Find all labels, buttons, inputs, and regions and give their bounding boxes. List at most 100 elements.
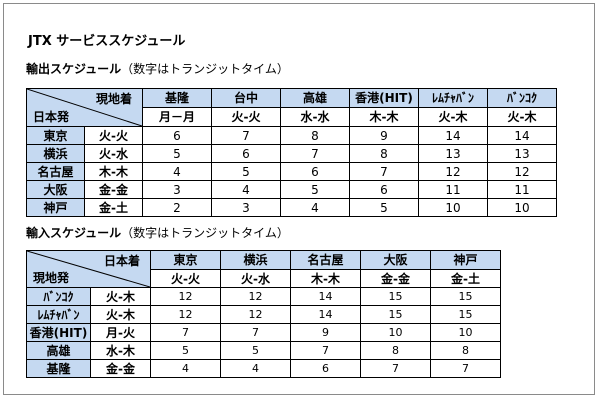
export-transit-cell: 4 <box>211 180 281 199</box>
export-row-days: 木-木 <box>84 162 143 181</box>
import-transit-cell: 7 <box>360 359 431 378</box>
export-header-row-days: 月－月 火-火 水-水 木-木 火-木 火-木 <box>27 107 557 127</box>
export-col-days: 火-火 <box>211 107 281 127</box>
export-transit-cell: 5 <box>142 144 212 163</box>
import-transit-cell: 12 <box>150 305 221 324</box>
import-col-header: 横浜 <box>220 250 291 270</box>
import-header-row-days: 火-火 火-水 木-木 金-金 金-土 <box>27 269 501 288</box>
import-transit-cell: 14 <box>290 287 361 306</box>
export-transit-cell: 10 <box>487 198 557 217</box>
import-transit-cell: 6 <box>290 359 361 378</box>
import-transit-cell: 4 <box>220 359 291 378</box>
export-transit-cell: 12 <box>487 162 557 181</box>
import-corner-cell: 日本着現地発 <box>26 250 151 288</box>
export-heading: 輸出スケジュール（数字はトランジットタイム） <box>26 60 289 77</box>
export-col-header: 台中 <box>211 88 281 108</box>
export-transit-cell: 5 <box>211 162 281 181</box>
import-row-days: 金-金 <box>90 359 151 378</box>
import-col-days: 金-金 <box>360 269 431 288</box>
export-col-header: 基隆 <box>142 88 212 108</box>
export-row-days: 火-水 <box>84 144 143 163</box>
import-corner-top-label: 日本着 <box>103 254 140 268</box>
import-transit-cell: 10 <box>360 323 431 342</box>
import-header-row-destinations: 日本着 現地発 東京 横浜 名古屋 大阪 神戸 <box>26 250 501 288</box>
import-row-days: 水-木 <box>90 341 151 360</box>
export-transit-cell: 8 <box>280 126 350 145</box>
import-corner-diagonal <box>27 251 150 287</box>
export-transit-cell: 13 <box>418 144 488 163</box>
export-corner-diagonal <box>27 89 142 126</box>
import-row-origin: ﾊﾞﾝｺｸ <box>26 287 91 306</box>
import-transit-cell: 15 <box>360 287 431 306</box>
import-transit-cell: 7 <box>290 341 361 360</box>
page-title: JTX サービススケジュール <box>28 34 186 49</box>
import-col-days: 金-土 <box>430 269 501 288</box>
import-corner-bottom-label: 現地発 <box>33 271 70 285</box>
import-transit-cell: 10 <box>430 323 501 342</box>
import-col-header: 神戸 <box>430 250 501 270</box>
export-col-header: ﾊﾞﾝｺｸ <box>487 88 557 108</box>
export-row-origin: 神戸 <box>26 198 85 217</box>
import-table-row: ﾊﾞﾝｺｸ 火-木 12 12 14 15 15 <box>26 287 501 306</box>
export-table-row: 名古屋 木-木 4 5 6 7 12 12 <box>26 162 557 181</box>
export-transit-cell: 14 <box>418 126 488 145</box>
export-transit-cell: 10 <box>418 198 488 217</box>
export-col-header: 高雄 <box>280 88 350 108</box>
export-table-row: 横浜 火-水 5 6 7 8 13 13 <box>26 144 557 163</box>
export-corner-top-label: 現地着 <box>95 92 132 106</box>
export-corner-bottom-label: 日本発 <box>33 110 70 124</box>
export-row-origin: 東京 <box>26 126 85 145</box>
export-transit-cell: 7 <box>280 144 350 163</box>
import-row-origin: 香港(HIT) <box>26 323 91 342</box>
import-table-row: 高雄 水-木 5 5 7 8 8 <box>26 341 501 360</box>
export-col-header: ﾚﾑﾁｬﾊﾞﾝ <box>418 88 488 108</box>
import-row-days: 月-火 <box>90 323 151 342</box>
export-transit-cell: 7 <box>349 162 419 181</box>
export-row-days: 金-金 <box>84 180 143 199</box>
export-col-days: 月－月 <box>142 107 212 127</box>
export-table-row: 東京 火-火 6 7 8 9 14 14 <box>26 126 557 145</box>
export-transit-cell: 11 <box>418 180 488 199</box>
import-col-header: 大阪 <box>360 250 431 270</box>
export-row-origin: 大阪 <box>26 180 85 199</box>
export-header-row-destinations: 現地着 日本発 基隆 台中 高雄 香港(HIT) ﾚﾑﾁｬﾊﾞﾝ ﾊﾞﾝｺｸ <box>26 88 557 127</box>
export-col-days: 水-水 <box>280 107 350 127</box>
import-table-row: 香港(HIT) 月-火 7 7 9 10 10 <box>26 323 501 342</box>
import-note: （数字はトランジットタイム） <box>121 226 289 240</box>
import-table-row: 基隆 金-金 4 4 6 7 7 <box>26 359 501 378</box>
export-col-days: 火-木 <box>487 107 557 127</box>
export-transit-cell: 3 <box>142 180 212 199</box>
import-row-origin: 基隆 <box>26 359 91 378</box>
import-col-days: 火-水 <box>220 269 291 288</box>
export-col-days: 火-木 <box>418 107 488 127</box>
export-note: （数字はトランジットタイム） <box>121 62 289 76</box>
export-transit-cell: 14 <box>487 126 557 145</box>
export-corner-cell: 現地着日本発 <box>26 88 143 127</box>
export-transit-cell: 5 <box>349 198 419 217</box>
import-heading: 輸入スケジュール（数字はトランジットタイム） <box>26 224 289 241</box>
export-table-row: 神戸 金-土 2 3 4 5 10 10 <box>26 198 557 217</box>
import-transit-cell: 15 <box>430 305 501 324</box>
import-col-days: 火-火 <box>150 269 221 288</box>
import-transit-cell: 7 <box>150 323 221 342</box>
export-transit-cell: 2 <box>142 198 212 217</box>
import-transit-cell: 9 <box>290 323 361 342</box>
import-transit-cell: 15 <box>430 287 501 306</box>
export-transit-cell: 6 <box>211 144 281 163</box>
import-col-days: 木-木 <box>290 269 361 288</box>
import-heading-text: 輸入スケジュール <box>26 226 122 240</box>
import-transit-cell: 5 <box>220 341 291 360</box>
import-col-header: 名古屋 <box>290 250 361 270</box>
import-transit-cell: 12 <box>220 305 291 324</box>
export-row-origin: 横浜 <box>26 144 85 163</box>
import-transit-cell: 7 <box>220 323 291 342</box>
import-schedule-table: 日本着 現地発 東京 横浜 名古屋 大阪 神戸 火-火 火-水 木-木 金-金 金-土 ﾊﾞﾝｺｸ 火-木… <box>26 250 501 378</box>
import-transit-cell: 14 <box>290 305 361 324</box>
import-transit-cell: 8 <box>360 341 431 360</box>
export-schedule-table: 現地着 日本発 基隆 台中 高雄 香港(HIT) ﾚﾑﾁｬﾊﾞﾝ ﾊﾞﾝｺｸ 月－月 火-火 水-水… <box>26 88 557 217</box>
export-transit-cell: 11 <box>487 180 557 199</box>
import-col-header: 東京 <box>150 250 221 270</box>
import-row-origin: 高雄 <box>26 341 91 360</box>
import-transit-cell: 12 <box>150 287 221 306</box>
import-row-origin: ﾚﾑﾁｬﾊﾞﾝ <box>26 305 91 324</box>
